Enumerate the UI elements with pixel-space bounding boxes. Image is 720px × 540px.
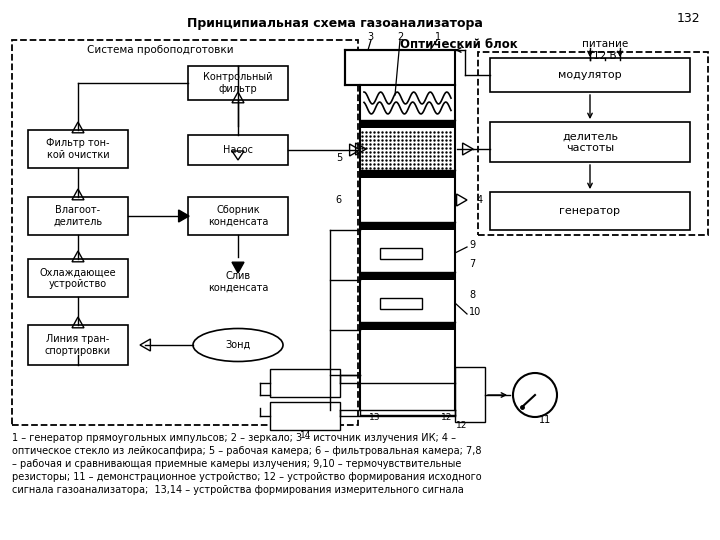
Bar — [360, 230, 455, 272]
Text: 6: 6 — [336, 195, 342, 205]
Text: 132: 132 — [676, 12, 700, 25]
Text: 10: 10 — [469, 307, 481, 317]
Text: сигнала газоанализатора;  13,14 – устройства формирования измерительного сигнала: сигнала газоанализатора; 13,14 – устройс… — [12, 485, 464, 495]
Bar — [270, 369, 340, 397]
Polygon shape — [232, 262, 244, 273]
Text: Система пробоподготовки: Система пробоподготовки — [86, 45, 233, 55]
Bar — [360, 178, 455, 222]
Text: Оптический блок: Оптический блок — [400, 38, 518, 51]
Bar — [188, 197, 288, 235]
Text: – рабочая и сравнивающая приемные камеры излучения; 9,10 – термочувствительные: – рабочая и сравнивающая приемные камеры… — [12, 459, 462, 469]
Text: 13: 13 — [369, 414, 381, 422]
Text: Контрольный
фильтр: Контрольный фильтр — [203, 72, 273, 94]
Bar — [380, 298, 422, 309]
Text: Влагоот-
делитель: Влагоот- делитель — [53, 205, 102, 227]
Bar — [12, 40, 358, 425]
Bar — [28, 130, 128, 168]
Bar — [345, 50, 455, 85]
Bar — [360, 322, 455, 330]
Text: 14: 14 — [300, 431, 312, 441]
Text: Фильтр тон-
кой очистки: Фильтр тон- кой очистки — [46, 138, 109, 160]
Bar — [490, 192, 690, 230]
Bar — [490, 122, 690, 162]
Bar — [360, 272, 455, 280]
Text: модулятор: модулятор — [558, 70, 622, 80]
Text: резисторы; 11 – демонстрационное устройство; 12 – устройство формирования исходн: резисторы; 11 – демонстрационное устройс… — [12, 472, 482, 482]
Bar — [360, 222, 455, 230]
Text: Охлаждающее
устройство: Охлаждающее устройство — [40, 267, 117, 289]
Text: 1 – генератор прямоугольных импульсов; 2 – зеркало; 3 – источник излучения ИК; 4: 1 – генератор прямоугольных импульсов; 2… — [12, 433, 456, 443]
Bar — [28, 325, 128, 365]
Text: 11: 11 — [539, 415, 551, 425]
Text: 12: 12 — [441, 414, 453, 422]
Text: Насос: Насос — [223, 145, 253, 155]
Bar — [345, 50, 455, 85]
Bar — [28, 197, 128, 235]
Bar — [360, 128, 455, 170]
Bar — [188, 66, 288, 100]
Text: 2: 2 — [397, 32, 403, 42]
Bar — [360, 280, 455, 322]
Text: 8: 8 — [469, 290, 475, 300]
Text: 1: 1 — [435, 32, 441, 42]
Text: Линия тран-
спортировки: Линия тран- спортировки — [45, 334, 111, 356]
Text: 4: 4 — [477, 195, 483, 205]
Polygon shape — [179, 210, 189, 222]
Text: оптическое стекло из лейкосапфира; 5 – рабочая камера; 6 – фильтровальная камера: оптическое стекло из лейкосапфира; 5 – р… — [12, 446, 482, 456]
Bar — [360, 330, 455, 410]
Text: питание: питание — [582, 39, 628, 49]
Text: 7: 7 — [469, 259, 475, 269]
Text: 12 В: 12 В — [593, 51, 617, 61]
Text: Зонд: Зонд — [225, 340, 251, 350]
Text: 12: 12 — [456, 421, 468, 429]
Bar — [478, 52, 708, 235]
Bar — [360, 85, 455, 120]
Bar — [490, 58, 690, 92]
Text: Принципиальная схема газоанализатора: Принципиальная схема газоанализатора — [187, 17, 483, 30]
Bar — [380, 248, 422, 259]
Bar — [360, 170, 455, 178]
Text: Слив
конденсата: Слив конденсата — [208, 271, 268, 293]
Text: делитель
частоты: делитель частоты — [562, 131, 618, 153]
Bar — [270, 402, 340, 430]
Ellipse shape — [193, 328, 283, 361]
Text: 5: 5 — [336, 153, 342, 163]
Bar — [455, 367, 485, 422]
Text: 9: 9 — [469, 240, 475, 250]
Bar — [360, 120, 455, 128]
Text: генератор: генератор — [559, 206, 621, 216]
Text: 3: 3 — [367, 32, 373, 42]
Bar — [188, 135, 288, 165]
Text: Сборник
конденсата: Сборник конденсата — [208, 205, 268, 227]
Bar — [28, 259, 128, 297]
